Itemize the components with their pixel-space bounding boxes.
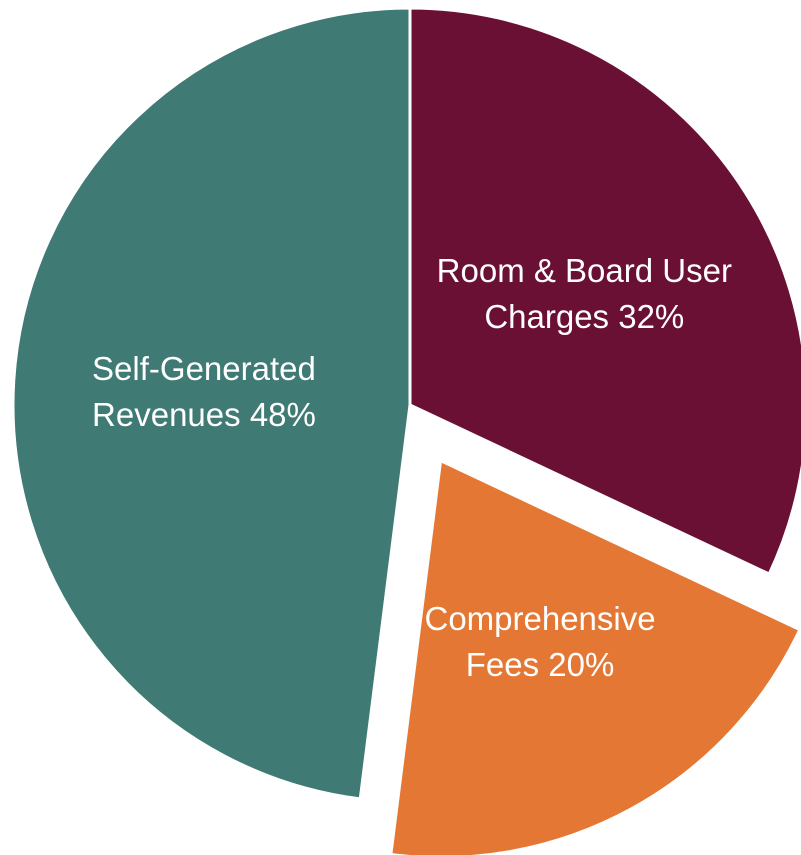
category-label: Comprehensive Fees: [424, 599, 656, 683]
pie-slice: [408, 6, 801, 576]
value-label: 48%: [249, 396, 316, 434]
value-label: 20%: [548, 645, 615, 683]
category-label: Self-Generated Revenues: [92, 350, 316, 434]
category-label: Room & Board User Charges: [436, 252, 732, 336]
slice-label: Self-Generated Revenues 48%: [39, 346, 369, 438]
slice-label: Comprehensive Fees 20%: [395, 596, 685, 688]
pie-slice: [11, 6, 412, 801]
value-label: 32%: [618, 298, 685, 336]
pie-slice: [389, 459, 801, 855]
slice-label: Room & Board User Charges 32%: [394, 248, 774, 340]
